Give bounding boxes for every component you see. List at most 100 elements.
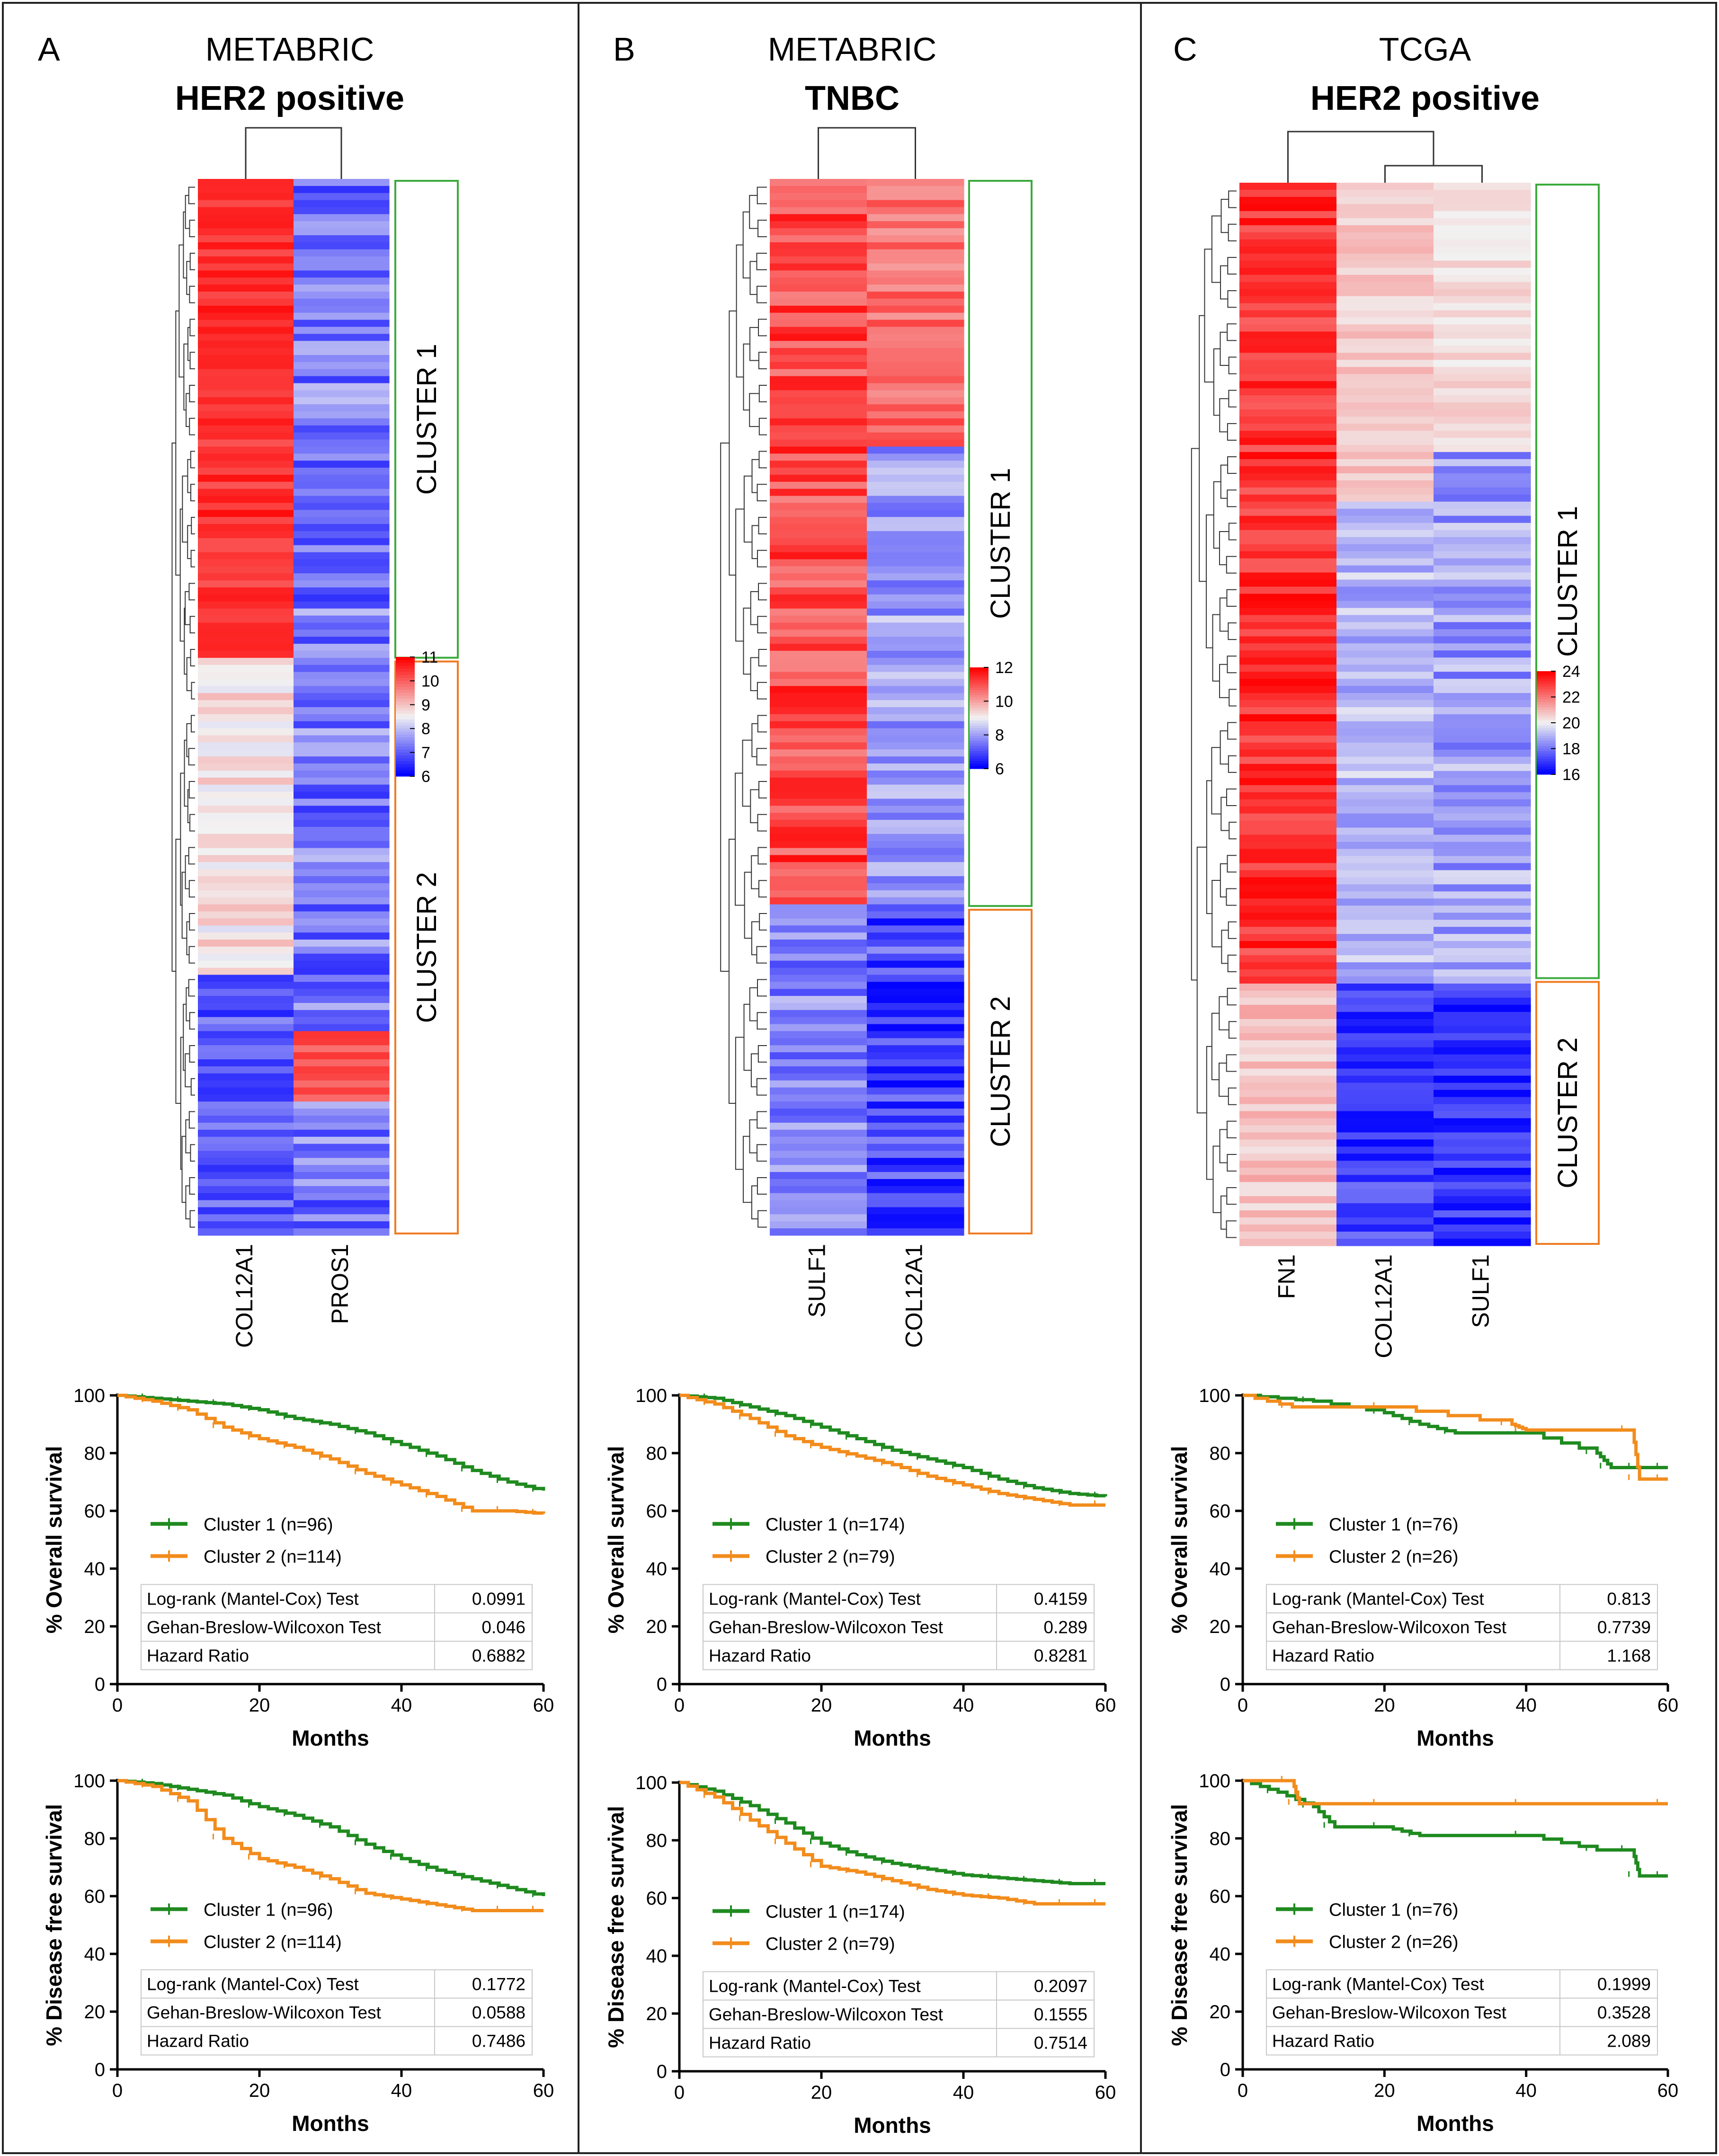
heatmap-cell xyxy=(294,242,390,250)
heatmap-cell xyxy=(198,749,294,757)
heatmap-cell xyxy=(770,298,867,306)
heatmap-cell xyxy=(1336,211,1434,219)
heatmap-cell xyxy=(867,1066,964,1074)
heatmap-cell xyxy=(1239,260,1337,268)
heatmap-cell xyxy=(1239,913,1337,920)
heatmap-cell xyxy=(294,1024,390,1032)
heatmap-cell xyxy=(1434,700,1531,708)
heatmap-cell xyxy=(1434,665,1531,672)
heatmap-cell xyxy=(198,1221,294,1229)
heatmap-cell xyxy=(1434,920,1531,927)
heatmap-cell xyxy=(1434,395,1531,403)
heatmap-cell xyxy=(1434,1232,1531,1239)
heatmap-cell xyxy=(867,622,964,630)
heatmap-cell xyxy=(1434,388,1531,396)
heatmap-cell xyxy=(198,362,294,370)
heatmap-cell xyxy=(770,960,867,968)
color-scale-step xyxy=(396,681,415,684)
legend-label-cluster-2: Cluster 2 (n=114) xyxy=(204,1547,342,1567)
color-scale-step xyxy=(396,672,415,675)
heatmap-cell xyxy=(1336,317,1434,325)
color-scale-step xyxy=(1537,681,1556,684)
heatmap-cell xyxy=(867,693,964,701)
heatmap-cell xyxy=(198,327,294,334)
heatmap-cell xyxy=(1434,1033,1531,1041)
heatmap-cell xyxy=(294,503,390,510)
heatmap-cell xyxy=(770,186,867,194)
heatmap-cell xyxy=(198,806,294,813)
heatmap-cell xyxy=(294,960,390,968)
heatmap-cell xyxy=(1239,530,1337,538)
x-tick-label: 20 xyxy=(1374,2080,1395,2101)
heatmap-cell xyxy=(294,1066,390,1074)
heatmap-cell xyxy=(770,270,867,278)
heatmap-cell xyxy=(1239,1210,1337,1218)
heatmap-cell xyxy=(867,975,964,982)
heatmap-cell xyxy=(867,461,964,468)
heatmap-cell xyxy=(867,453,964,461)
heatmap-cell xyxy=(1239,948,1337,956)
stats-value: 0.1772 xyxy=(472,1975,525,1994)
heatmap-cell xyxy=(1434,735,1531,743)
heatmap-cell xyxy=(770,1024,867,1032)
heatmap-cell xyxy=(770,1059,867,1067)
heatmap-cell xyxy=(1239,679,1337,686)
heatmap-cell xyxy=(867,1087,964,1095)
heatmap-cell xyxy=(198,242,294,250)
heatmap-cell xyxy=(770,545,867,553)
heatmap-cell xyxy=(198,1059,294,1067)
subtype-title: TNBC xyxy=(805,80,900,117)
heatmap-cell xyxy=(198,1087,294,1095)
heatmap-cell xyxy=(1434,515,1531,523)
color-scale-step xyxy=(396,713,415,717)
heatmap-cell xyxy=(1434,282,1531,290)
heatmap-cell xyxy=(1336,962,1434,970)
heatmap-cell xyxy=(1239,459,1337,467)
stats-cell xyxy=(434,1612,533,1642)
heatmap-cell xyxy=(867,319,964,328)
km-curve-cluster-1 xyxy=(679,1393,1107,1498)
heatmap-cell xyxy=(198,953,294,961)
heatmap-cell xyxy=(198,770,294,778)
heatmap-cell xyxy=(198,1122,294,1130)
heatmap-cell xyxy=(867,679,964,686)
heatmap-cell xyxy=(198,341,294,348)
heatmap-cell xyxy=(1434,686,1531,693)
heatmap-cell xyxy=(1434,827,1531,835)
x-tick-label: 40 xyxy=(1515,2080,1537,2101)
heatmap-cell xyxy=(1239,473,1337,481)
color-scale-step xyxy=(1537,748,1556,752)
heatmap-cell xyxy=(867,749,964,757)
heatmap-cell xyxy=(1434,742,1531,750)
color-scale-step xyxy=(970,667,989,670)
heatmap-cell xyxy=(1239,353,1337,360)
heatmap-cell xyxy=(1239,466,1337,474)
heatmap-cell xyxy=(867,890,964,898)
heatmap-cell xyxy=(1434,813,1531,821)
heatmap-cell xyxy=(294,714,390,722)
heatmap-cell xyxy=(1336,1075,1434,1083)
heatmap-cell xyxy=(1336,735,1434,743)
heatmap-cell xyxy=(198,587,294,595)
heatmap-cell xyxy=(1336,1090,1434,1098)
heatmap-cell xyxy=(198,1109,294,1116)
cluster-2-label: CLUSTER 2 xyxy=(411,872,442,1023)
heatmap-cell xyxy=(867,820,964,827)
heatmap-cell xyxy=(1434,523,1531,531)
heatmap-cell xyxy=(198,214,294,222)
heatmap-cell xyxy=(1239,714,1337,722)
heatmap-cell xyxy=(1336,785,1434,793)
heatmap-cell xyxy=(770,524,867,532)
heatmap-cell xyxy=(867,207,964,214)
heatmap-cell xyxy=(1434,1239,1531,1246)
heatmap-cell xyxy=(294,735,390,743)
y-tick-label: 40 xyxy=(1210,1559,1231,1579)
heatmap-cell xyxy=(867,249,964,257)
heatmap-cell xyxy=(294,312,390,320)
stats-value: 0.7739 xyxy=(1597,1618,1651,1637)
heatmap-cell xyxy=(294,397,390,405)
heatmap-cell xyxy=(770,531,867,539)
heatmap-cell xyxy=(294,432,390,440)
heatmap-cell xyxy=(1336,1196,1434,1204)
heatmap-cell xyxy=(867,904,964,912)
